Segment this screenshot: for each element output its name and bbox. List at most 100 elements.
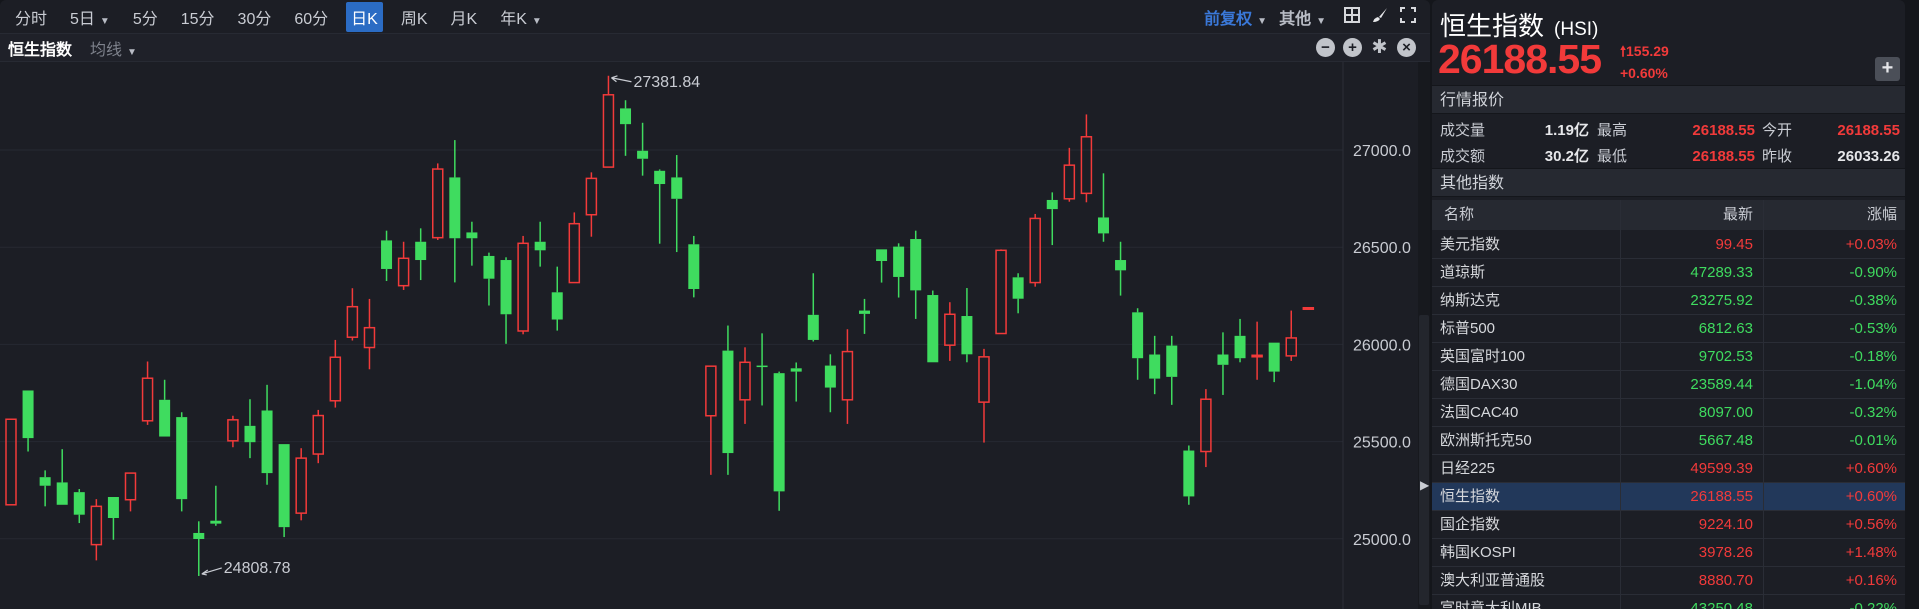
chevron-down-icon: ▼ [99,15,110,27]
candle-body [927,295,939,363]
candle [1268,342,1280,383]
candle [432,163,444,241]
candle-body [602,94,615,168]
add-watchlist-button[interactable]: + [1875,57,1900,81]
candle-body [449,177,461,239]
candle-body [705,365,717,417]
candle [1063,147,1076,202]
period-tab[interactable]: 月K [446,2,483,32]
candle-body [415,241,427,261]
period-tab[interactable]: 5分 [128,2,163,32]
candle-body [1302,306,1315,310]
stat-value: 30.2亿 [1544,148,1589,165]
stat-value: 26188.55 [1692,148,1755,165]
adjust-dropdown[interactable]: 前复权 ▼ [1204,5,1267,29]
candle [1012,273,1024,314]
col-last[interactable]: 最新 [1722,206,1753,223]
period-tab[interactable]: 30分 [233,2,277,32]
collapse-arrow-icon[interactable]: ▶ [1420,478,1430,492]
candle [1251,321,1263,380]
candle-body [500,260,512,315]
candle [671,155,683,253]
index-row[interactable]: 恒生指数 26188.55 +0.60% [1432,483,1905,511]
candle-body [637,150,649,159]
zoom-in-icon[interactable]: + [1343,38,1362,57]
candle [1097,173,1109,242]
index-row[interactable]: 英国富时100 9702.53 -0.18% [1432,343,1905,371]
col-name[interactable]: 名称 [1444,206,1475,223]
index-row[interactable]: 欧洲斯托克50 5667.48 -0.01% [1432,427,1905,455]
ma-dropdown[interactable]: 均线 ▼ [90,36,137,60]
candle-body [295,457,307,514]
index-row[interactable]: 美元指数 99.45 +0.03% [1432,231,1905,259]
candle-body [807,314,819,340]
period-toolbar: 分时 5日 ▼ 5分 15分 30分 60分 日K 周K 月K 年K ▼ [0,0,1430,34]
period-tab[interactable]: 15分 [176,2,220,32]
candlestick-chart[interactable]: 27000.0 26500.0 26000.0 25500.0 25000.0 27381… [0,62,1418,609]
index-name: 恒生指数 [1440,488,1501,505]
candle [517,235,529,335]
other-dropdown[interactable]: 其他 ▼ [1279,5,1326,29]
candle-body [893,246,905,277]
index-last: 3978.26 [1698,544,1753,561]
period-tab[interactable]: 周K [396,2,433,32]
index-last: 8880.70 [1698,572,1753,589]
candle-body [5,418,17,506]
period-tab[interactable]: 5日 ▼ [65,2,115,32]
candle-body [654,170,666,185]
scrollbar[interactable] [1419,315,1429,605]
index-row[interactable]: 纳斯达克 23275.92 -0.38% [1432,287,1905,315]
ma-label: 均线 [90,41,123,59]
period-tab[interactable]: 年K ▼ [495,2,547,32]
index-row[interactable]: 富时意大利MIB 43250.48 -0.22% [1432,595,1905,609]
candle [961,288,973,363]
candle-body [210,520,222,524]
close-icon[interactable]: × [1397,38,1416,57]
period-tab[interactable]: 日K [346,1,383,32]
candle-body [193,532,205,539]
index-row[interactable]: 韩国KOSPI 3978.26 +1.48% [1432,539,1905,567]
quote-panel: 恒生指数 (HSI) 26188.55 🠕155.29 +0.60% + 行情报价 … [1432,0,1905,609]
index-row[interactable]: 澳大利亚普通股 8880.70 +0.16% [1432,567,1905,595]
period-tab[interactable]: 60分 [289,2,333,32]
candle-body [1012,277,1024,299]
settings-icon[interactable]: ✱ [1371,37,1388,58]
candle [483,252,495,306]
index-row[interactable]: 德国DAX30 23589.44 -1.04% [1432,371,1905,399]
index-row[interactable]: 法国CAC40 8097.00 -0.32% [1432,399,1905,427]
annotation-arrow [611,75,632,83]
annotation-label: 24808.78 [224,560,291,577]
candle [1046,192,1058,246]
candle-body [1268,342,1280,372]
zoom-out-icon[interactable]: − [1316,38,1335,57]
index-row[interactable]: 标普500 6812.63 -0.53% [1432,315,1905,343]
index-row[interactable]: 国企指数 9224.10 +0.56% [1432,511,1905,539]
index-row[interactable]: 道琼斯 47289.33 -0.90% [1432,259,1905,287]
candle [739,347,751,424]
candle-body [244,425,256,443]
annotation-arrow [201,567,222,576]
candle [1200,389,1212,468]
index-last: 6812.63 [1698,320,1753,337]
candle-body [1115,260,1127,271]
fullscreen-icon[interactable] [1400,6,1416,28]
chevron-down-icon: ▼ [127,46,137,58]
candle-body [56,482,68,505]
stat-label: 昨收 [1762,148,1793,165]
quote-change: 🠕155.29 +0.60% [1620,40,1669,84]
period-tab[interactable]: 分时 [10,2,52,32]
candle-body [22,390,34,439]
index-name: 国企指数 [1440,516,1501,533]
index-row[interactable]: 日经225 49599.39 +0.60% [1432,455,1905,483]
col-pct[interactable]: 涨幅 [1866,206,1897,223]
index-name: 纳斯达克 [1440,292,1501,309]
chevron-down-icon: ▼ [1316,16,1326,27]
candle-body [141,377,154,422]
layout-grid-icon[interactable] [1344,6,1360,28]
candle-body [551,292,563,320]
candle [261,384,273,485]
y-tick-label: 25500.0 [1353,435,1411,452]
candle-body [176,417,188,500]
brush-icon[interactable] [1372,7,1388,28]
index-name: 欧洲斯托克50 [1440,432,1532,449]
